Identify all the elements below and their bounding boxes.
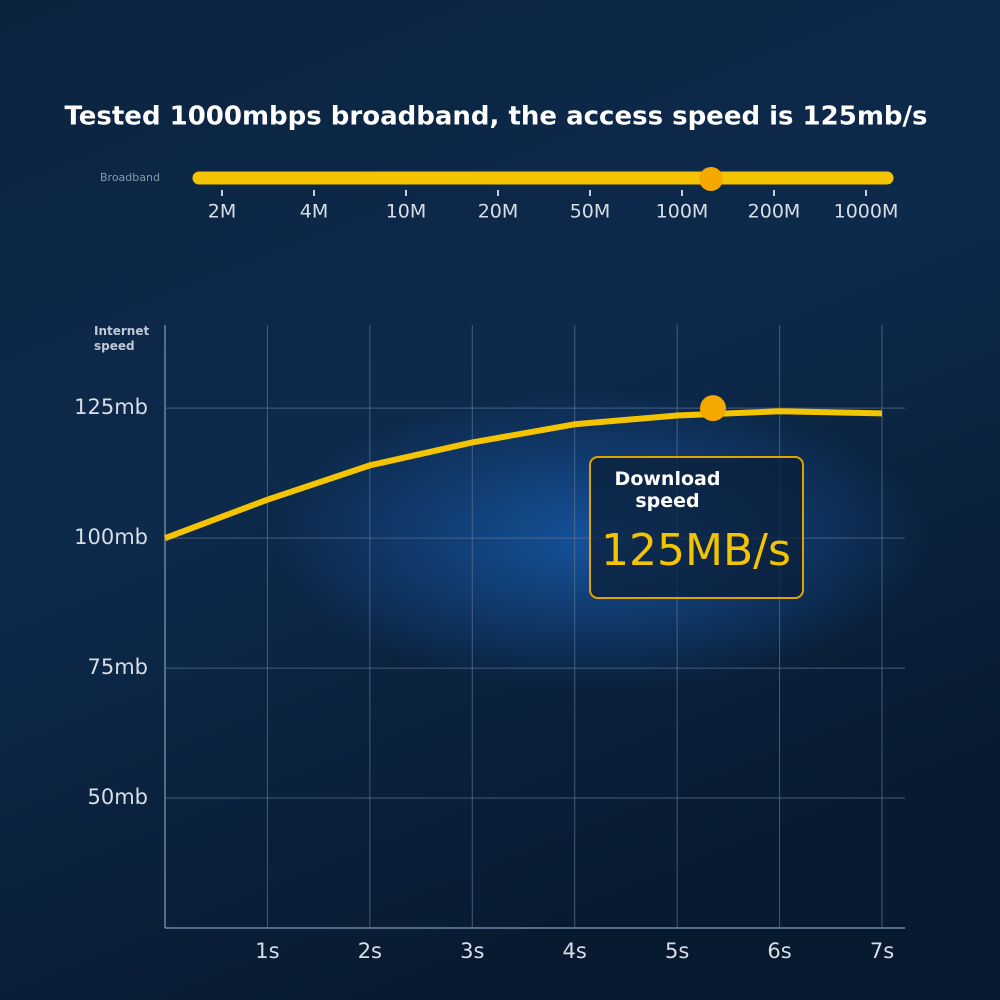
annotation-box	[589, 456, 804, 599]
broadband-tick-label: 10M	[386, 201, 427, 223]
broadband-label: Broadband	[100, 171, 160, 184]
speed-line	[163, 408, 883, 541]
title: Tested 1000mbps broadband, the access sp…	[64, 102, 927, 132]
slider-knob	[699, 167, 723, 191]
annotation-title: Download speed	[614, 468, 721, 512]
x-tick-label: 2s	[358, 939, 382, 963]
broadband-tick-label: 1000M	[834, 201, 899, 223]
x-tick-label: 7s	[870, 939, 894, 963]
broadband-tick-label: 4M	[300, 201, 328, 223]
x-tick-label: 5s	[665, 939, 689, 963]
y-axis-label: Internet speed	[94, 324, 149, 353]
broadband-tick-label: 50M	[570, 201, 611, 223]
y-tick-label: 50mb	[87, 785, 148, 809]
x-tick-label: 1s	[255, 939, 279, 963]
x-tick-label: 3s	[460, 939, 484, 963]
annotation-title-box: Download speed	[614, 468, 721, 512]
y-tick-label: 75mb	[87, 655, 148, 679]
broadband-tick-label: 2M	[208, 201, 236, 223]
speed-marker	[699, 395, 726, 422]
y-tick-label: 100mb	[74, 525, 148, 549]
broadband-tick-label: 20M	[478, 201, 519, 223]
broadband-tick-label: 100M	[656, 201, 709, 223]
annotation-value: 125MB/s	[601, 525, 791, 576]
x-tick-label: 4s	[563, 939, 587, 963]
broadband-tick-label: 200M	[748, 201, 801, 223]
y-tick-label: 125mb	[74, 395, 148, 419]
x-tick-label: 6s	[767, 939, 791, 963]
